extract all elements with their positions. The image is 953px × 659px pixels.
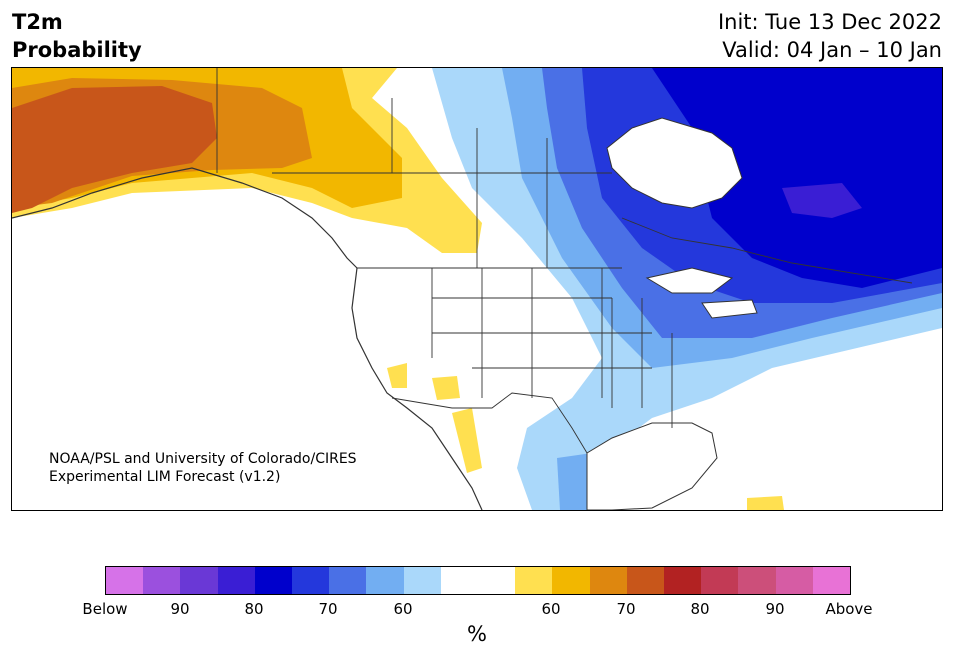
colorbar-tick-label: 80 bbox=[244, 600, 264, 618]
colorbar-tick-label: Below bbox=[82, 600, 128, 618]
colorbar-cell bbox=[292, 567, 330, 594]
colorbar-cell bbox=[664, 567, 702, 594]
colorbar-cell bbox=[440, 567, 479, 594]
forecast-dates: Init: Tue 13 Dec 2022 Valid: 04 Jan – 10… bbox=[718, 8, 942, 64]
colorbar-cell bbox=[812, 567, 851, 594]
alaska-coastline bbox=[12, 167, 358, 269]
colorbar-cell bbox=[254, 567, 293, 594]
colorbar-legend bbox=[105, 566, 851, 595]
probability-map bbox=[11, 67, 943, 511]
colorbar-cell bbox=[180, 567, 218, 594]
shade-above-60-sonora bbox=[432, 376, 460, 400]
shade-above-90-alaska bbox=[12, 86, 217, 213]
colorbar-unit: % bbox=[467, 622, 487, 646]
colorbar-cell bbox=[626, 567, 665, 594]
map-credit: NOAA/PSL and University of Colorado/CIRE… bbox=[49, 450, 357, 486]
shade-above-60-baja-south bbox=[452, 408, 482, 473]
colorbar-cell bbox=[106, 567, 144, 594]
colorbar-tick-label: Above bbox=[825, 600, 873, 618]
colorbar-cell bbox=[738, 567, 776, 594]
colorbar-cell bbox=[701, 567, 739, 594]
hudson-bay bbox=[606, 117, 743, 209]
title-variable: T2m bbox=[12, 10, 63, 34]
valid-date: Valid: 04 Jan – 10 Jan bbox=[722, 38, 942, 62]
colorbar-cell bbox=[775, 567, 813, 594]
great-lakes bbox=[645, 267, 758, 319]
shade-below-dark-labrador bbox=[652, 68, 942, 288]
shade-below-70-gulf bbox=[557, 453, 592, 510]
colorbar-cell bbox=[552, 567, 590, 594]
colorbar-tick-label: 70 bbox=[616, 600, 636, 618]
colorbar-cell bbox=[143, 567, 181, 594]
colorbar-cell bbox=[478, 567, 516, 594]
map-canvas bbox=[12, 68, 942, 510]
colorbar-cell bbox=[366, 567, 404, 594]
shade-above-60-caribbean bbox=[747, 496, 784, 510]
shade-above-60-baja bbox=[387, 363, 407, 388]
colorbar-tick-label: 90 bbox=[765, 600, 785, 618]
colorbar-cell bbox=[589, 567, 627, 594]
init-date: Init: Tue 13 Dec 2022 bbox=[717, 10, 942, 34]
title-product: Probability bbox=[12, 38, 142, 62]
gulf-of-mexico bbox=[586, 422, 718, 510]
colorbar-tick-label: 60 bbox=[393, 600, 413, 618]
colorbar-tick-label: 90 bbox=[170, 600, 190, 618]
credit-line-1: NOAA/PSL and University of Colorado/CIRE… bbox=[49, 451, 357, 467]
colorbar-tick-label: 60 bbox=[541, 600, 561, 618]
colorbar-cell bbox=[515, 567, 553, 594]
colorbar-tick-label: 70 bbox=[318, 600, 338, 618]
colorbar-tick-label: 80 bbox=[690, 600, 710, 618]
state-borders bbox=[216, 68, 913, 454]
shade-below-core-quebec bbox=[782, 183, 862, 218]
colorbar-cell bbox=[217, 567, 255, 594]
map-title: T2m Probability bbox=[12, 8, 142, 64]
credit-line-2: Experimental LIM Forecast (v1.2) bbox=[49, 469, 281, 485]
colorbar-cell bbox=[403, 567, 441, 594]
colorbar-cell bbox=[329, 567, 367, 594]
pacific-coastline bbox=[351, 267, 483, 510]
